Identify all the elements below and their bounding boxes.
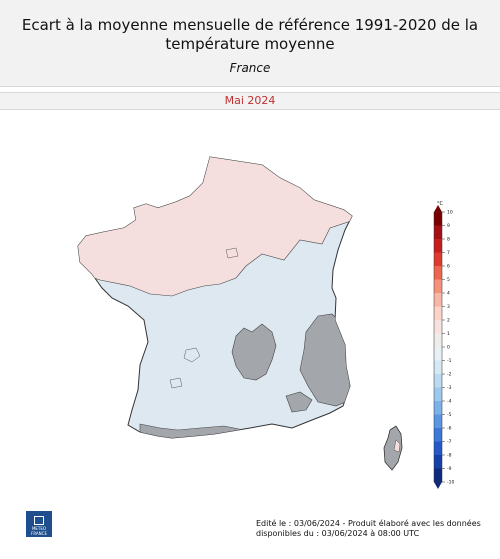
colorbar-tick-label: 9: [447, 223, 450, 229]
colorbar-segment: [434, 306, 442, 321]
colorbar-tick-label: -10: [447, 480, 454, 486]
colorbar-segment: [434, 441, 442, 456]
colorbar-segment: [434, 374, 442, 388]
colorbar-segment: [434, 428, 442, 442]
colorbar-tick-label: 4: [447, 291, 450, 297]
colorbar-tick-label: -4: [447, 399, 452, 405]
negative-grey-zone-massif-central: [231, 323, 277, 381]
corsica-pink-patch: [393, 439, 401, 453]
colorbar-tick-label: 8: [447, 237, 450, 243]
colorbar-tick-label: -3: [447, 385, 452, 391]
title-panel: Ecart à la moyenne mensuelle de référenc…: [0, 0, 500, 87]
meteo-france-logo: METEO FRANCE: [26, 511, 52, 537]
colorbar-segment: [434, 455, 442, 469]
contour-blob: [169, 377, 183, 389]
colorbar-tick-label: -1: [447, 358, 452, 364]
corsica-landmass: [383, 425, 403, 471]
colorbar-tick-label: -5: [447, 412, 452, 418]
contour-blob: [225, 247, 239, 259]
colorbar-segment: [434, 239, 442, 253]
colorbar-tick-label: 0: [447, 345, 450, 351]
colorbar-tick-label: 2: [447, 318, 450, 324]
colorbar-tick-label: -9: [447, 466, 452, 472]
contour-blob: [183, 347, 201, 363]
colorbar-tick-label: 1: [447, 331, 450, 337]
map-region: France: [229, 61, 271, 75]
colorbar-tick-label: -6: [447, 426, 452, 432]
colorbar-segment: [434, 347, 442, 361]
colorbar-segment: [434, 401, 442, 415]
footer-line-2: disponibles du : 03/06/2024 à 08:00 UTC: [256, 529, 420, 538]
colorbar-segment: [434, 414, 442, 429]
colorbar-top-arrow: [434, 205, 442, 212]
colorbar-tick-label: 5: [447, 277, 450, 283]
footer-line-1: Edité le : 03/06/2024 - Produit élaboré …: [256, 519, 481, 528]
colorbar-segment: [434, 225, 442, 240]
colorbar-segment: [434, 333, 442, 348]
period-label: Mai 2024: [0, 92, 500, 110]
colorbar-segment: [434, 387, 442, 402]
colorbar-segment: [434, 252, 442, 267]
colorbar-tick-label: 3: [447, 304, 450, 310]
colorbar-tick-label: -7: [447, 439, 452, 445]
colorbar-tick-label: 6: [447, 264, 450, 270]
colorbar-segment: [434, 279, 442, 294]
colorbar-bottom-arrow: [434, 482, 442, 489]
colorbar-segment: [434, 293, 442, 307]
colorbar-unit: °C: [437, 201, 444, 207]
logo-symbol-icon: [34, 516, 44, 525]
colorbar-tick-label: 10: [447, 210, 453, 216]
colorbar-segment: [434, 360, 442, 375]
colorbar-segment: [434, 266, 442, 280]
negative-grey-zone-south: [285, 391, 313, 413]
footer-text: Edité le : 03/06/2024 - Produit élaboré …: [256, 519, 481, 539]
colorbar-tick-label: -2: [447, 372, 452, 378]
colorbar-tick-label: 7: [447, 250, 450, 256]
colorbar-segment: [434, 320, 442, 334]
colorbar-segment: [434, 468, 442, 483]
colorbar-segment: [434, 212, 442, 226]
colorbar-tick-label: -8: [447, 453, 452, 459]
negative-grey-zone-pyrenees: [139, 423, 245, 438]
map-title: Ecart à la moyenne mensuelle de référenc…: [21, 16, 479, 53]
